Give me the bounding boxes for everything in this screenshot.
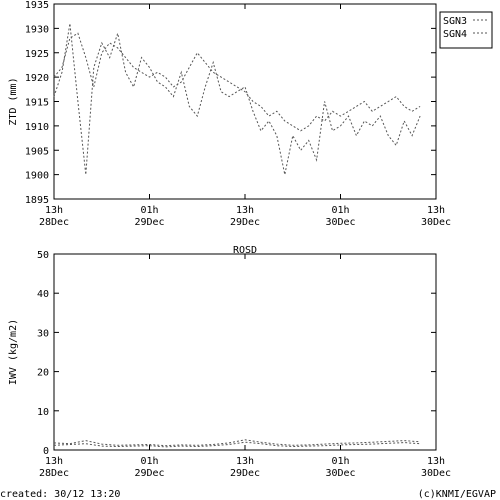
iwv-xtick-label-date: 28Dec [39, 468, 69, 479]
iwv-plot-frame [53, 253, 437, 451]
iwv-ytick-label: 50 [37, 250, 49, 261]
iwv-ylabel: IWV (kg/m2) [8, 319, 19, 385]
iwv-xtick-label-time: 13h [427, 456, 445, 467]
iwv-xtick-label-date: 30Dec [421, 468, 451, 479]
ztd-legend-label-sgn3: SGN3 [443, 16, 467, 27]
ztd-ytick-label: 1935 [25, 0, 49, 11]
iwv-title: ROSD [233, 245, 257, 256]
iwv-ytick-label: 40 [37, 289, 49, 300]
ztd-xtick-label-date: 30Dec [325, 217, 355, 228]
credit-label: (c)KNMI/EGVAP [418, 489, 496, 500]
ztd-series-sgn3-line [53, 32, 421, 132]
ztd-series-sgn4-line [53, 23, 421, 175]
iwv-ytick-label: 30 [37, 328, 49, 339]
iwv-series-2-line [53, 441, 421, 448]
ztd-xtick-label-date: 30Dec [421, 217, 451, 228]
iwv-xtick-label-date: 30Dec [325, 468, 355, 479]
created-label: created: 30/12 13:20 [0, 489, 120, 500]
iwv-ytick-label: 20 [37, 368, 49, 379]
ztd-legend-label-sgn4: SGN4 [443, 29, 467, 40]
ztd-xtick-label-time: 01h [331, 205, 349, 216]
iwv-xtick-label-time: 01h [140, 456, 158, 467]
ztd-xtick-label-date: 29Dec [230, 217, 260, 228]
iwv-ytick-label: 0 [43, 446, 49, 457]
iwv-xtick-label-time: 01h [331, 456, 349, 467]
iwv-xtick-label-date: 29Dec [230, 468, 260, 479]
ztd-ytick-label: 1925 [25, 49, 49, 60]
ztd-xtick-label-time: 13h [236, 205, 254, 216]
ztd-chart: 18951900190519101915192019251930193513h2… [8, 0, 493, 228]
iwv-xtick-label-time: 13h [45, 456, 63, 467]
ztd-xtick-label-date: 29Dec [134, 217, 164, 228]
ztd-legend [439, 11, 493, 49]
iwv-ytick-label: 10 [37, 407, 49, 418]
iwv-xtick-label-date: 29Dec [134, 468, 164, 479]
ztd-plot-frame [53, 3, 437, 200]
ztd-ytick-label: 1910 [25, 122, 49, 133]
iwv-series-1-line [53, 439, 421, 447]
ztd-ytick-label: 1905 [25, 146, 49, 157]
ztd-ytick-label: 1915 [25, 98, 49, 109]
ztd-ytick-label: 1920 [25, 73, 49, 84]
ztd-xtick-label-date: 28Dec [39, 217, 69, 228]
ztd-xtick-label-time: 13h [427, 205, 445, 216]
ztd-ytick-label: 1930 [25, 24, 49, 35]
ztd-xtick-label-time: 13h [45, 205, 63, 216]
iwv-chart: 0102030405013h28Dec01h29Dec13h29Dec01h30… [8, 245, 451, 479]
ztd-xtick-label-time: 01h [140, 205, 158, 216]
ztd-ylabel: ZTD (mm) [8, 77, 19, 125]
ztd-ytick-label: 1895 [25, 195, 49, 206]
ztd-ytick-label: 1900 [25, 171, 49, 182]
iwv-xtick-label-time: 13h [236, 456, 254, 467]
